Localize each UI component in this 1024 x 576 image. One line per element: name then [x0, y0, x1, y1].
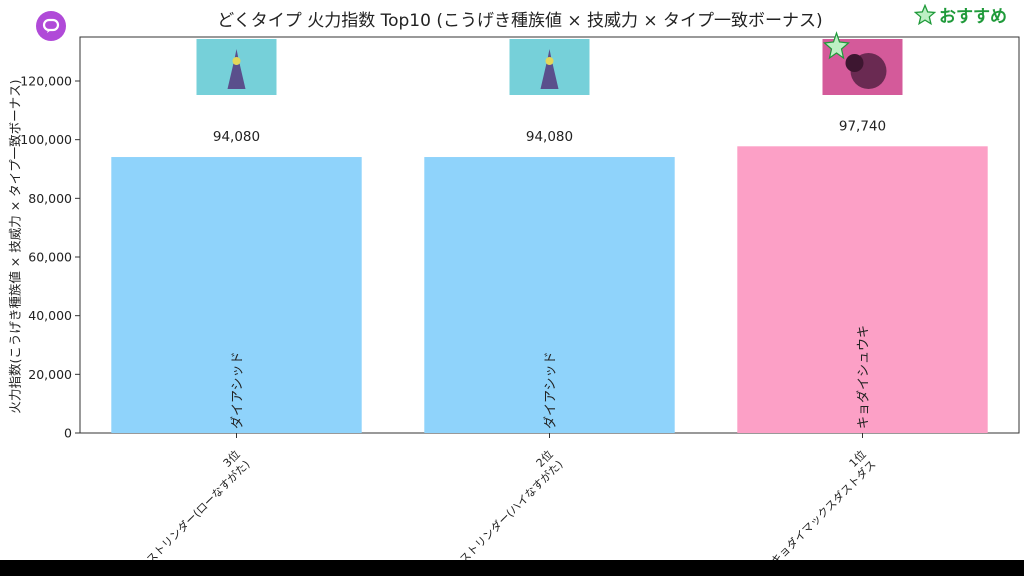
bar	[111, 157, 362, 434]
bar	[424, 157, 675, 434]
x-tick-name: ストリンダー(ハイなすがた)	[456, 457, 565, 560]
y-tick-label: 120,000	[20, 74, 72, 89]
star-icon	[823, 31, 850, 60]
star-icon	[914, 3, 936, 25]
recommended-badge: おすすめ	[914, 2, 1007, 27]
bar	[737, 146, 988, 433]
pokemon-sprite-detail	[845, 54, 864, 72]
chart-title: どくタイプ 火力指数 Top10 (こうげき種族値 × 技威力 × タイプ一致ボ…	[217, 11, 823, 31]
bar-move-label: キョダイシュウキ	[857, 325, 872, 429]
y-tick-label: 80,000	[28, 191, 72, 206]
pokemon-sprite-detail	[232, 57, 241, 65]
bar-move-label: ダイアシッド	[231, 352, 246, 429]
bar-value-label: 97,740	[839, 118, 886, 134]
bottom-bar	[0, 560, 1024, 576]
y-tick-label: 100,000	[20, 132, 72, 147]
y-tick-label: 0	[64, 426, 72, 441]
y-tick-label: 20,000	[28, 367, 72, 382]
bar-value-label: 94,080	[213, 129, 260, 145]
pokemon-sprite	[540, 49, 559, 89]
x-tick-name: ストリンダー(ローなすがた)	[143, 457, 252, 560]
bar-move-label: ダイアシッド	[544, 352, 559, 429]
x-tick-name: キョダイマックスダストダス	[768, 457, 879, 560]
bar-value-label: 94,080	[526, 129, 573, 145]
chat-bubble-icon	[42, 18, 60, 33]
bar-chart: 0 20,000 40,000 60,000 80,000 100,000 120,000 9…	[20, 31, 1020, 560]
pokemon-sprite-detail	[545, 57, 554, 65]
y-tick-label: 60,000	[28, 250, 72, 265]
y-tick-label: 40,000	[28, 308, 72, 323]
pokemon-sprite	[227, 49, 246, 89]
recommended-label: おすすめ	[939, 7, 1007, 27]
app-logo	[36, 11, 66, 41]
